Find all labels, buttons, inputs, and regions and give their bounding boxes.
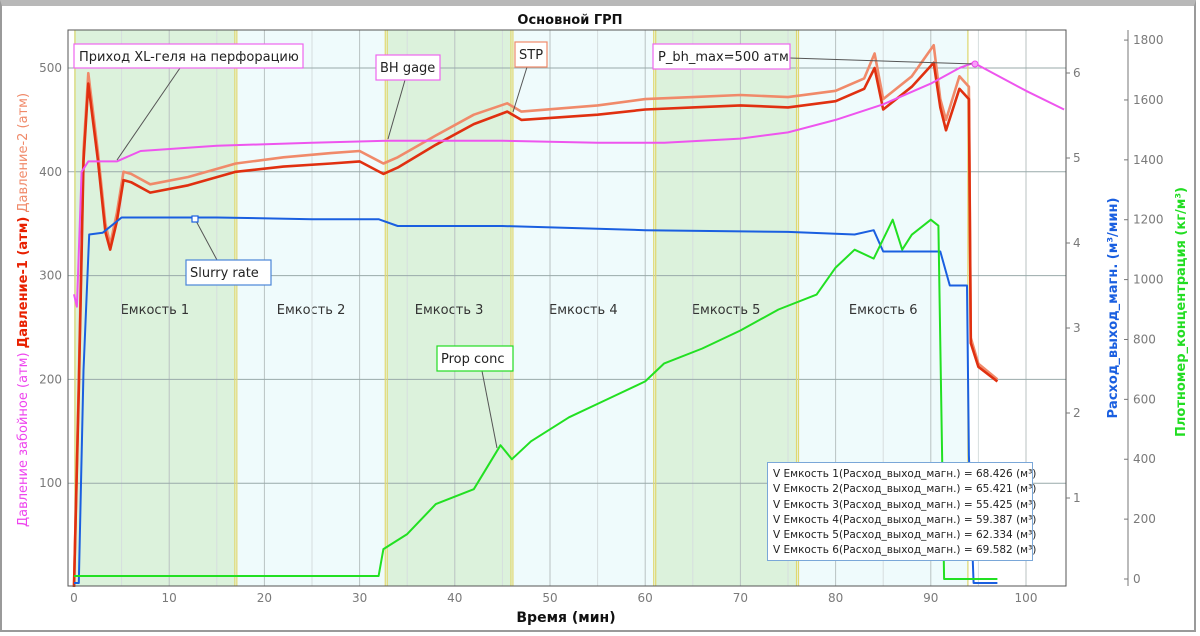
- series-line-2: [72, 61, 999, 588]
- right1-tick-label: 3: [1073, 321, 1081, 335]
- tick-labels: 0 10 20 30 40 50 60 70 80 90 100100200300400500123…: [39, 33, 1163, 605]
- zone-label-5: Емкость 5: [692, 303, 761, 318]
- series-line-5: [74, 218, 998, 580]
- left-axis-label-bh: Давление забойное (атм): [16, 352, 31, 527]
- annotation-pbh-max: P_bh_max=500 атм: [652, 43, 979, 70]
- annotation-bh-gage: BH gage: [375, 54, 441, 140]
- legend-row: V Емкость 1(Расход_выход_магн.) = 68.426…: [773, 468, 1037, 480]
- right2-tick-label: 1000: [1133, 273, 1164, 287]
- right2-axis-label: Плотномер_концентрация (кг/м³): [1174, 187, 1189, 437]
- right2-tick-label: 600: [1133, 392, 1156, 406]
- x-tick-label: 70: [733, 591, 748, 605]
- right2-tick-label: 400: [1133, 452, 1156, 466]
- series: [72, 43, 1065, 588]
- zone-label-1: Емкость 1: [121, 303, 190, 318]
- right1-tick-label: 5: [1073, 151, 1081, 165]
- right1-tick-label: 4: [1073, 236, 1081, 250]
- left-tick-label: 400: [39, 165, 62, 179]
- chart-title: Основной ГРП: [517, 13, 622, 28]
- legend-row: V Емкость 2(Расход_выход_магн.) = 65.421…: [773, 483, 1037, 496]
- x-tick-label: 0: [70, 591, 78, 605]
- legend-row: V Емкость 5(Расход_выход_магн.) = 62.334…: [773, 529, 1037, 542]
- legend-row: V Емкость 6(Расход_выход_магн.) = 69.582…: [773, 544, 1037, 557]
- series-line-1: [72, 43, 999, 588]
- annotation-slurry-rate: Slurry rate: [185, 215, 272, 286]
- x-tick-label: 20: [257, 591, 272, 605]
- right1-axis-label: Расход_выход_магн. (м³/мин): [1106, 198, 1121, 419]
- legend-row: V Емкость 3(Расход_выход_магн.) = 55.425…: [773, 498, 1037, 511]
- right2-tick-label: 1200: [1133, 213, 1164, 227]
- x-tick-label: 30: [352, 591, 367, 605]
- plot-border: [67, 29, 1067, 587]
- annotation-pbh-max-text: P_bh_max=500 атм: [658, 50, 789, 65]
- left-tick-label: 500: [39, 61, 62, 75]
- annotation-xl-gel-text: Приход XL-геля на перфорацию: [79, 50, 299, 65]
- annotation-prop-conc: Prop conc: [436, 345, 514, 449]
- zone-label-4: Емкость 4: [549, 303, 618, 318]
- zone-band-2: [235, 30, 387, 586]
- annotation-stp: STP: [512, 41, 548, 113]
- x-tick-label: 90: [923, 591, 938, 605]
- right2-tick-label: 200: [1133, 512, 1156, 526]
- zone-label-3: Емкость 3: [415, 303, 484, 318]
- left-axis-label-p2: Давление-2 (атм): [16, 93, 31, 213]
- annotation-slurry-rate-text: Slurry rate: [190, 266, 259, 281]
- right1-tick-label: 2: [1073, 406, 1081, 420]
- series-line-3: [73, 61, 1065, 308]
- zone-band-4: [511, 30, 655, 586]
- annotation-prop-conc-text: Prop conc: [441, 352, 505, 367]
- left-tick-label: 300: [39, 269, 62, 283]
- legend-row: V Емкость 4(Расход_выход_магн.) = 59.387…: [773, 513, 1037, 526]
- x-tick-label: 40: [447, 591, 462, 605]
- x-tick-label: 80: [828, 591, 843, 605]
- right2-tick-label: 1600: [1133, 93, 1164, 107]
- zone-label-2: Емкость 2: [277, 303, 346, 318]
- right2-tick-label: 1800: [1133, 33, 1164, 47]
- x-tick-label: 100: [1015, 591, 1038, 605]
- left-axis-label-p1: Давление-1 (атм): [16, 217, 31, 349]
- annotation-bh-gage-text: BH gage: [380, 61, 435, 76]
- annotations: Приход XL-геля на перфорацию BH gage STP…: [73, 41, 979, 449]
- x-tick-label: 60: [638, 591, 653, 605]
- x-axis-label: Время (мин): [516, 610, 615, 626]
- annotation-xl-gel: Приход XL-геля на перфорацию: [73, 43, 304, 161]
- x-tick-label: 10: [162, 591, 177, 605]
- zone-band-1: [74, 30, 236, 586]
- right1-tick-label: 1: [1073, 491, 1081, 505]
- volume-legend-box: V Емкость 1(Расход_выход_магн.) = 68.426…: [767, 462, 1037, 561]
- right2-tick-label: 0: [1133, 572, 1141, 586]
- annotation-stp-text: STP: [519, 48, 543, 63]
- left-axis-label: Давление забойное (атм) Давление-1 (атм)…: [16, 93, 31, 527]
- series-line-4: [74, 216, 998, 584]
- right1-tick-label: 6: [1073, 66, 1081, 80]
- right2-tick-label: 1400: [1133, 153, 1164, 167]
- x-tick-label: 50: [542, 591, 557, 605]
- left-tick-label: 200: [39, 372, 62, 386]
- left-tick-label: 100: [39, 476, 62, 490]
- right2-tick-label: 800: [1133, 332, 1156, 346]
